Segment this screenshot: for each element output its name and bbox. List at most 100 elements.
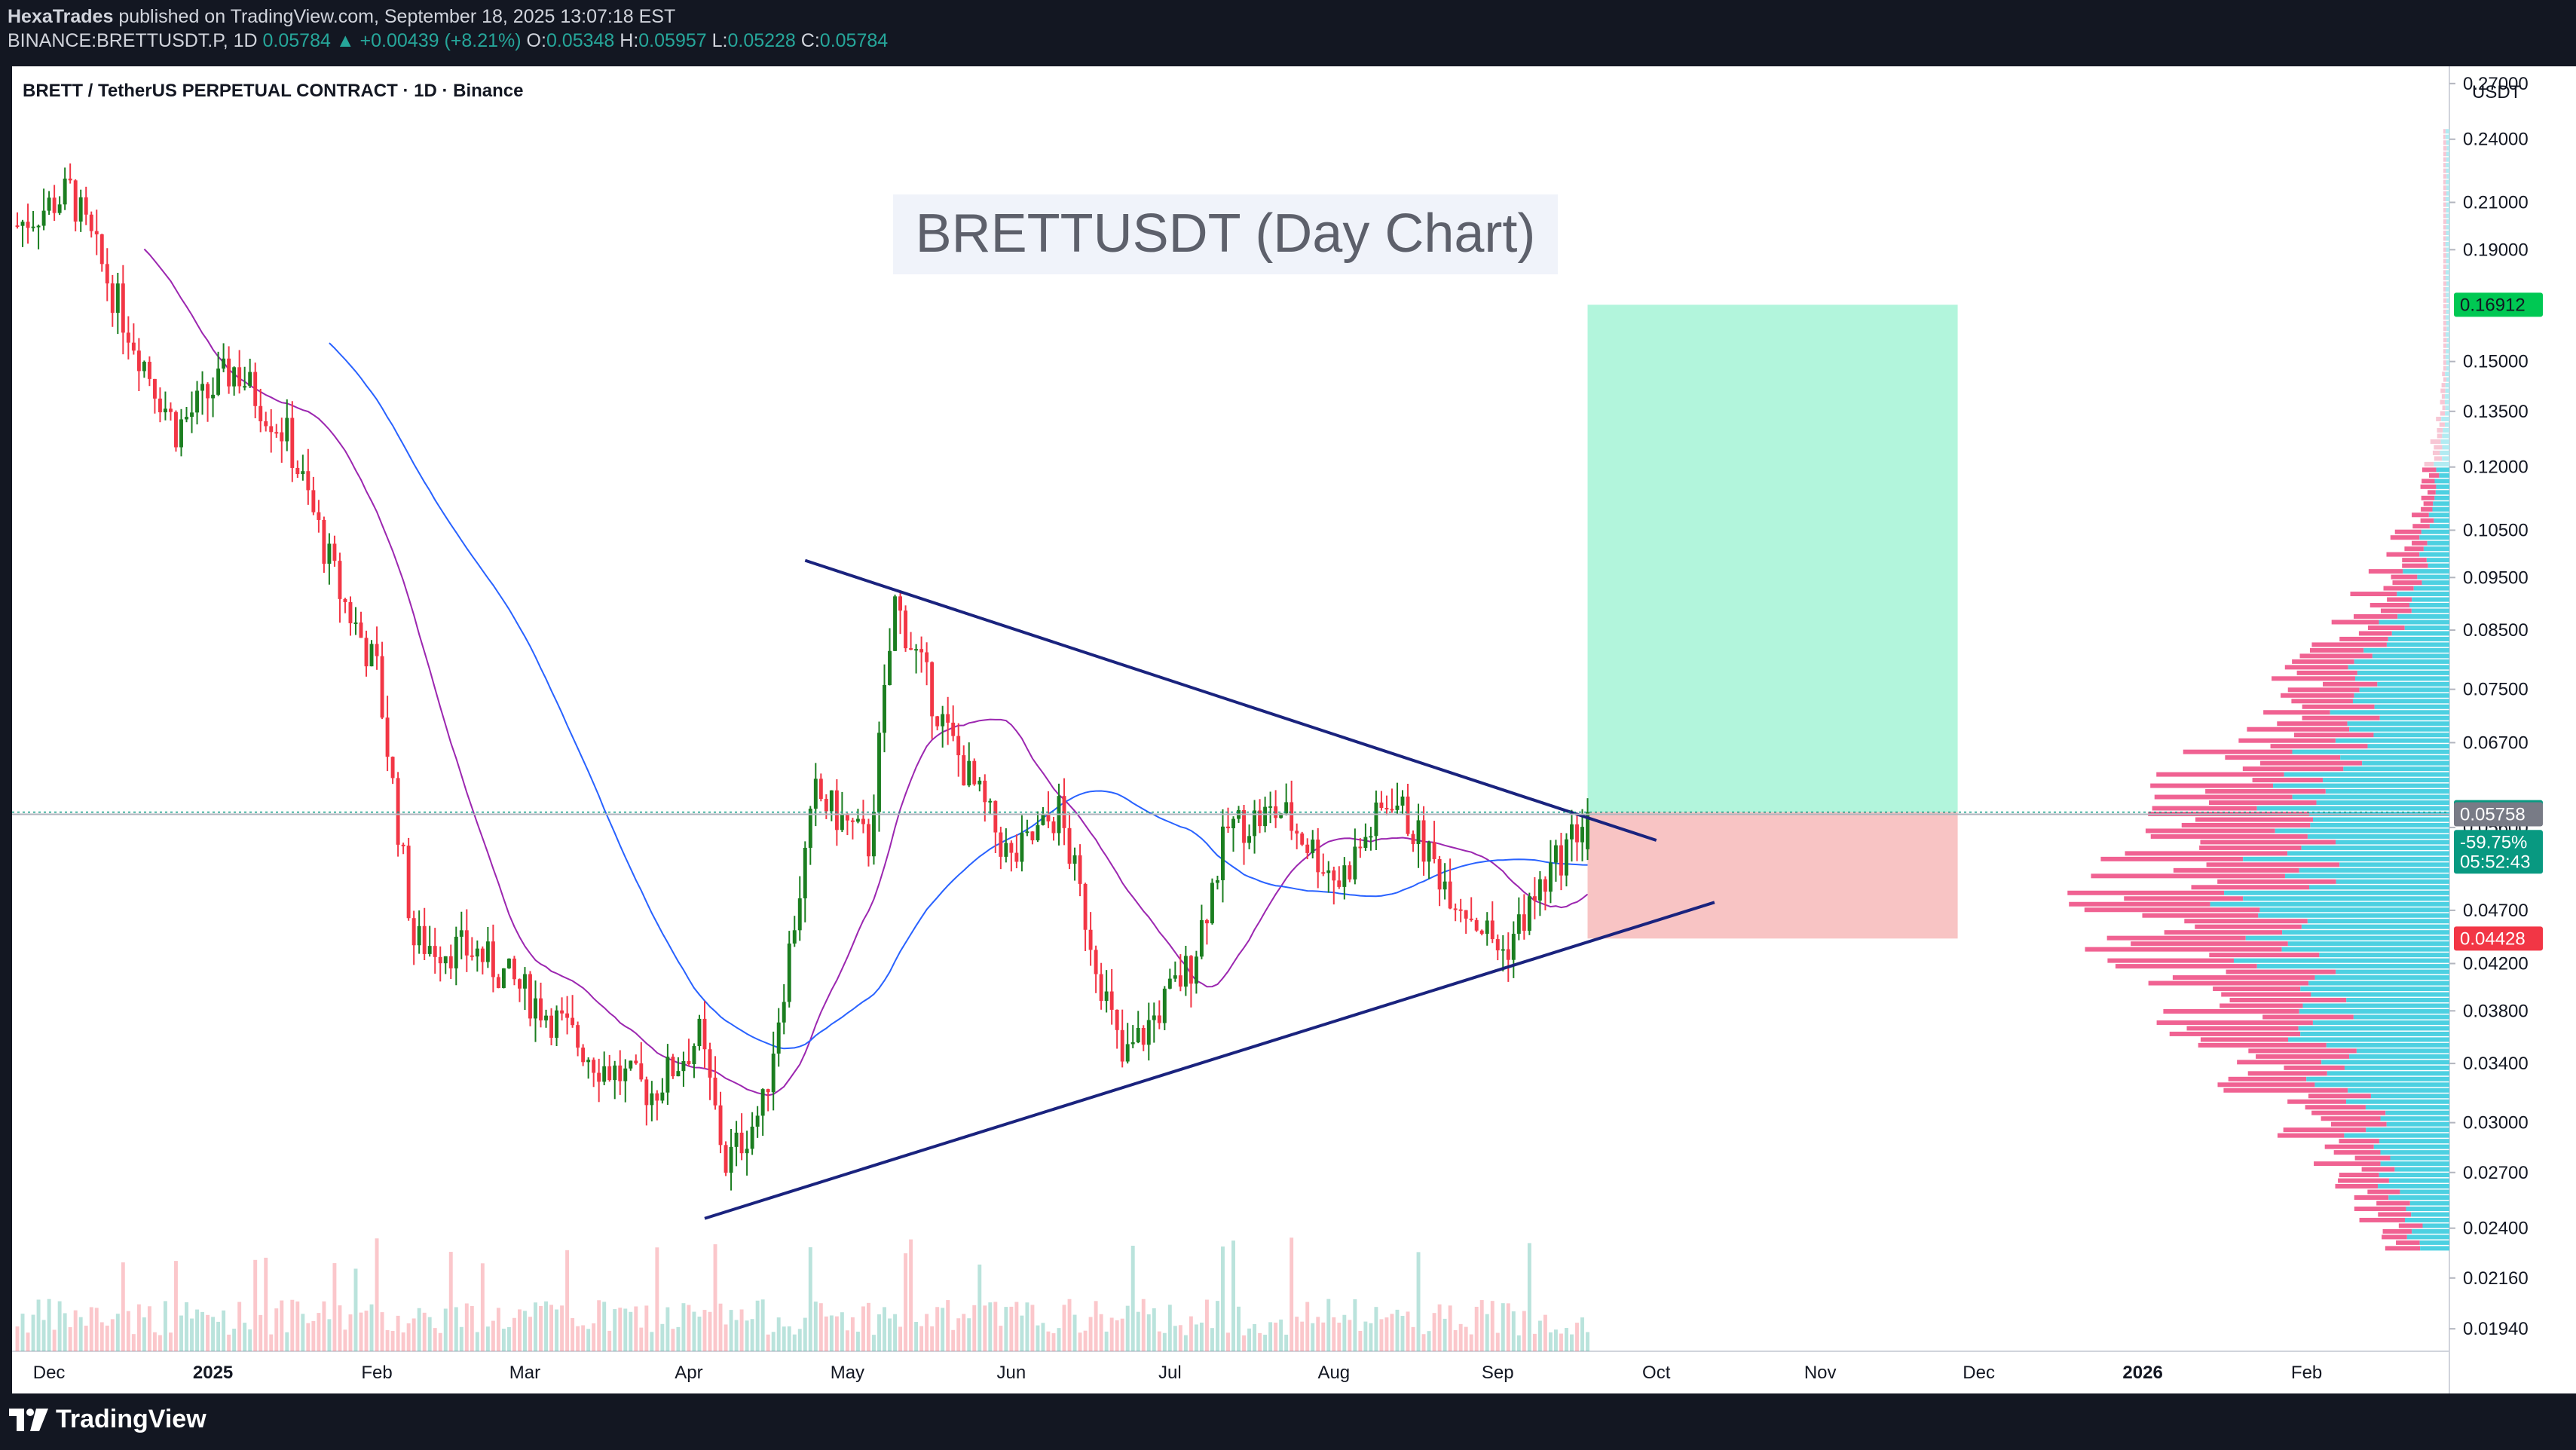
candle-body [824, 799, 828, 812]
vp-buy-bar [2446, 332, 2449, 337]
vp-sell-bar [2443, 145, 2447, 151]
vp-buy-bar [2445, 372, 2449, 377]
vp-buy-bar [2419, 535, 2449, 540]
price-tick-label: 0.15000 [2463, 352, 2529, 372]
candle-body [750, 1126, 754, 1149]
vp-sell-bar [2163, 1008, 2299, 1014]
vp-buy-bar [2388, 636, 2449, 641]
vp-buy-bar [2446, 258, 2449, 264]
vp-buy-bar [2336, 840, 2449, 845]
candle-body [1495, 939, 1500, 950]
volume-bar [549, 1305, 554, 1351]
candle-body [1469, 918, 1473, 920]
volume-bar [84, 1326, 88, 1351]
vp-sell-bar [2443, 129, 2446, 134]
candle-body [1548, 862, 1553, 892]
vp-sell-bar [2125, 851, 2288, 856]
volume-bar [962, 1314, 966, 1351]
vp-buy-bar [2445, 405, 2449, 411]
candle-body [454, 936, 458, 968]
volume-bar [1072, 1314, 1077, 1351]
vp-buy-bar [2445, 354, 2449, 359]
vp-sell-bar [2067, 890, 2225, 895]
vp-sell-bar [2443, 326, 2447, 332]
volume-bar [1506, 1303, 1510, 1351]
time-tick-label: Oct [1642, 1363, 1671, 1383]
candle-body [644, 1079, 649, 1106]
vp-buy-bar [2301, 845, 2449, 850]
volume-bar [988, 1302, 993, 1351]
price-tick-label: 0.13500 [2463, 402, 2529, 422]
volume-bar [555, 1309, 559, 1351]
volume-bar [760, 1299, 765, 1351]
tradingview-logo[interactable]: TradingView [9, 1405, 207, 1434]
vp-buy-bar [2323, 778, 2449, 783]
candle-body [438, 956, 442, 964]
vp-sell-bar [2358, 631, 2392, 636]
vp-buy-bar [2435, 490, 2449, 495]
volume-bar [375, 1238, 379, 1351]
author-name[interactable]: HexaTrades [8, 6, 114, 27]
vp-sell-bar [2434, 445, 2443, 450]
candle-body [163, 408, 167, 413]
candle-body [433, 946, 437, 957]
volume-bar [750, 1319, 754, 1351]
vp-sell-bar [2321, 1116, 2381, 1121]
vp-sell-bar [2100, 856, 2244, 861]
vp-sell-bar [2443, 349, 2446, 354]
vp-buy-bar [2352, 699, 2449, 704]
vp-sell-bar [2376, 1201, 2410, 1206]
candle-body [1194, 956, 1198, 984]
volume-bar [1479, 1300, 1484, 1351]
vp-buy-bar [2428, 563, 2449, 568]
vp-buy-bar [2284, 873, 2449, 879]
candle-body [353, 622, 358, 624]
volume-bar [629, 1311, 633, 1351]
volume-bar [1067, 1299, 1072, 1351]
candle-body [1242, 809, 1246, 843]
candle-body [888, 650, 892, 685]
candle-body [941, 714, 945, 727]
candle-body [565, 1013, 570, 1018]
volume-bar [967, 1318, 971, 1351]
volume-bar [1580, 1317, 1584, 1351]
vp-buy-bar [2245, 935, 2449, 941]
vp-buy-bar [2446, 151, 2449, 157]
candle-body [1379, 802, 1384, 809]
volume-bar [1088, 1317, 1093, 1351]
volume-bar [1237, 1306, 1241, 1351]
price-tick-label: 0.07500 [2463, 680, 2529, 700]
candle-body [1146, 1020, 1151, 1045]
volume-bar [1146, 1314, 1151, 1351]
vp-buy-bar [2335, 738, 2449, 743]
vp-sell-bar [2443, 179, 2446, 185]
vp-buy-bar [2302, 1003, 2449, 1008]
volume-bar [919, 1326, 924, 1351]
volume-bar [470, 1305, 474, 1351]
candle-body [1247, 836, 1252, 843]
volume-bar [1464, 1326, 1468, 1351]
vp-sell-bar [2152, 806, 2257, 811]
volume-bar [422, 1312, 427, 1351]
candle-body [359, 622, 363, 638]
vp-sell-bar [2172, 975, 2315, 980]
candle-body [121, 283, 125, 333]
volume-bar [528, 1317, 532, 1351]
vp-buy-bar [2313, 817, 2449, 822]
vp-sell-bar [2308, 1094, 2371, 1099]
candle-body [506, 958, 511, 968]
vp-sell-bar [2443, 247, 2446, 252]
volume-bar [364, 1311, 369, 1351]
candle-body [1284, 802, 1289, 814]
candle-body [1216, 879, 1219, 883]
volume-layer [15, 1237, 1589, 1351]
vp-buy-bar [2446, 309, 2449, 314]
vp-sell-bar [2339, 636, 2388, 641]
price-tick-label: 0.03000 [2463, 1113, 2529, 1133]
vp-buy-bar [2357, 670, 2449, 675]
volume-bar [1416, 1252, 1421, 1351]
candle-body [1120, 1029, 1124, 1062]
volume-bar [163, 1301, 167, 1351]
vp-sell-bar [2311, 1110, 2386, 1115]
